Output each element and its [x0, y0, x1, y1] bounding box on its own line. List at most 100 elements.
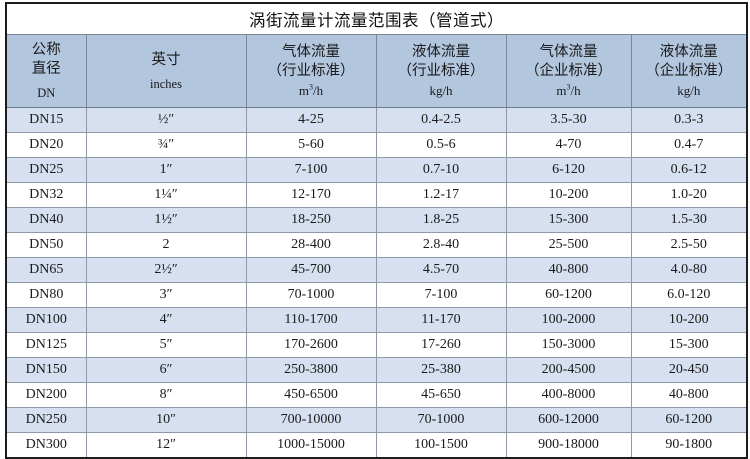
header-line-1: 公称	[31, 41, 61, 58]
column-header-liquid-flow-industry: 液体流量 （行业标准） kg/h	[375, 34, 507, 108]
table-row: DN100 4″ 110-1700 11-170 100-2000 10-200	[5, 307, 748, 333]
header-line-2: 直径	[31, 60, 61, 77]
cell-liquid-flow-industry: 0.7-10	[375, 157, 507, 183]
table-row: DN40 1½″ 18-250 1.8-25 15-300 1.5-30	[5, 207, 748, 233]
table-row: DN25 1″ 7-100 0.7-10 6-120 0.6-12	[5, 157, 748, 183]
cell-liquid-flow-industry: 70-1000	[375, 407, 507, 433]
cell-liquid-flow-industry: 2.8-40	[375, 232, 507, 258]
cell-gas-flow-industry: 45-700	[245, 257, 377, 283]
table-row: DN200 8″ 450-6500 45-650 400-8000 40-800	[5, 382, 748, 408]
header-line-2: （行业标准）	[397, 63, 485, 80]
cell-gas-flow-enterprise: 10-200	[505, 182, 632, 208]
cell-liquid-flow-enterprise: 6.0-120	[630, 282, 748, 308]
cell-liquid-flow-industry: 1.8-25	[375, 207, 507, 233]
column-header-nominal-diameter: 公称 直径 DN	[5, 34, 87, 108]
flow-range-table: 涡街流量计流量范围表（管道式） 公称 直径 DN 英寸 inches 气体流量 …	[5, 2, 749, 459]
header-unit: kg/h	[429, 82, 453, 98]
cell-inches: ¾″	[85, 132, 247, 158]
cell-nominal-diameter: DN25	[5, 157, 87, 183]
cell-liquid-flow-industry: 1.2-17	[375, 182, 507, 208]
cell-gas-flow-enterprise: 40-800	[505, 257, 632, 283]
table-row: DN80 3″ 70-1000 7-100 60-1200 6.0-120	[5, 282, 748, 308]
table-body: DN15 ½″ 4-25 0.4-2.5 3.5-30 0.3-3 DN20 ¾″ 5-60 0.…	[5, 107, 748, 458]
table-row: DN15 ½″ 4-25 0.4-2.5 3.5-30 0.3-3	[5, 107, 748, 133]
cell-liquid-flow-industry: 17-260	[375, 332, 507, 358]
cell-gas-flow-enterprise: 15-300	[505, 207, 632, 233]
header-line-1: 英寸	[151, 52, 181, 69]
cell-liquid-flow-industry: 7-100	[375, 282, 507, 308]
cell-gas-flow-enterprise: 25-500	[505, 232, 632, 258]
cell-nominal-diameter: DN20	[5, 132, 87, 158]
header-line-2: （行业标准）	[267, 63, 355, 80]
cell-gas-flow-industry: 1000-15000	[245, 432, 377, 458]
header-line-3: DN	[37, 85, 56, 100]
cell-gas-flow-industry: 170-2600	[245, 332, 377, 358]
cell-inches: ½″	[85, 107, 247, 133]
cell-nominal-diameter: DN50	[5, 232, 87, 258]
cell-gas-flow-industry: 18-250	[245, 207, 377, 233]
header-line-1: 液体流量	[412, 44, 470, 61]
cell-nominal-diameter: DN15	[5, 107, 87, 133]
table-row: DN125 5″ 170-2600 17-260 150-3000 15-300	[5, 332, 748, 358]
cell-nominal-diameter: DN200	[5, 382, 87, 408]
cell-nominal-diameter: DN65	[5, 257, 87, 283]
cell-liquid-flow-enterprise: 1.5-30	[630, 207, 748, 233]
header-line-1: 气体流量	[282, 44, 340, 61]
cell-nominal-diameter: DN250	[5, 407, 87, 433]
cell-nominal-diameter: DN80	[5, 282, 87, 308]
cell-liquid-flow-enterprise: 4.0-80	[630, 257, 748, 283]
table-row: DN150 6″ 250-3800 25-380 200-4500 20-450	[5, 357, 748, 383]
cell-gas-flow-industry: 70-1000	[245, 282, 377, 308]
table-row: DN250 10″ 700-10000 70-1000 600-12000 60-1200	[5, 407, 748, 433]
header-line-1: 气体流量	[539, 44, 598, 61]
cell-liquid-flow-enterprise: 0.3-3	[630, 107, 748, 133]
header-unit: kg/h	[677, 82, 701, 98]
cell-nominal-diameter: DN32	[5, 182, 87, 208]
cell-gas-flow-industry: 12-170	[245, 182, 377, 208]
cell-gas-flow-enterprise: 3.5-30	[505, 107, 632, 133]
column-header-gas-flow-industry: 气体流量 （行业标准） m3/h	[245, 34, 377, 108]
cell-liquid-flow-industry: 0.4-2.5	[375, 107, 507, 133]
table-row: DN65 2½″ 45-700 4.5-70 40-800 4.0-80	[5, 257, 748, 283]
cell-inches: 12″	[85, 432, 247, 458]
cell-inches: 1″	[85, 157, 247, 183]
cell-inches: 2	[85, 232, 247, 258]
cell-liquid-flow-enterprise: 1.0-20	[630, 182, 748, 208]
table-row: DN20 ¾″ 5-60 0.5-6 4-70 0.4-7	[5, 132, 748, 158]
cell-inches: 10″	[85, 407, 247, 433]
cell-liquid-flow-enterprise: 40-800	[630, 382, 748, 408]
cell-liquid-flow-enterprise: 0.4-7	[630, 132, 748, 158]
cell-liquid-flow-industry: 100-1500	[375, 432, 507, 458]
table-row: DN300 12″ 1000-15000 100-1500 900-18000 90-18…	[5, 432, 748, 458]
cell-gas-flow-enterprise: 150-3000	[505, 332, 632, 358]
header-line-2: （企业标准）	[525, 63, 612, 80]
header-line-3: inches	[150, 77, 182, 92]
cell-nominal-diameter: DN40	[5, 207, 87, 233]
cell-gas-flow-industry: 4-25	[245, 107, 377, 133]
header-row: 公称 直径 DN 英寸 inches 气体流量 （行业标准） m3/h 液体流量…	[5, 34, 748, 108]
cell-gas-flow-enterprise: 100-2000	[505, 307, 632, 333]
page-root: 涡街流量计流量范围表（管道式） 公称 直径 DN 英寸 inches 气体流量 …	[5, 2, 749, 459]
page-title: 涡街流量计流量范围表（管道式）	[6, 3, 748, 35]
cell-inches: 1¼″	[85, 182, 247, 208]
cell-liquid-flow-enterprise: 2.5-50	[630, 232, 748, 258]
column-header-liquid-flow-enterprise: 液体流量 （企业标准） kg/h	[630, 34, 748, 108]
cell-gas-flow-industry: 5-60	[245, 132, 377, 158]
cell-gas-flow-enterprise: 400-8000	[505, 382, 632, 408]
cell-gas-flow-enterprise: 200-4500	[505, 357, 632, 383]
cell-liquid-flow-industry: 45-650	[375, 382, 507, 408]
table-head: 涡街流量计流量范围表（管道式） 公称 直径 DN 英寸 inches 气体流量 …	[5, 3, 748, 108]
table-row: DN32 1¼″ 12-170 1.2-17 10-200 1.0-20	[5, 182, 748, 208]
cell-nominal-diameter: DN125	[5, 332, 87, 358]
cell-gas-flow-industry: 450-6500	[245, 382, 377, 408]
cell-liquid-flow-industry: 0.5-6	[375, 132, 507, 158]
column-header-inches: 英寸 inches	[85, 34, 247, 108]
cell-inches: 6″	[85, 357, 247, 383]
header-unit: m3/h	[298, 82, 324, 98]
cell-inches: 2½″	[85, 257, 247, 283]
header-line-2: （企业标准）	[645, 63, 733, 80]
cell-nominal-diameter: DN300	[5, 432, 87, 458]
cell-gas-flow-enterprise: 60-1200	[505, 282, 632, 308]
cell-liquid-flow-enterprise: 20-450	[630, 357, 748, 383]
table-row: DN50 2 28-400 2.8-40 25-500 2.5-50	[5, 232, 748, 258]
